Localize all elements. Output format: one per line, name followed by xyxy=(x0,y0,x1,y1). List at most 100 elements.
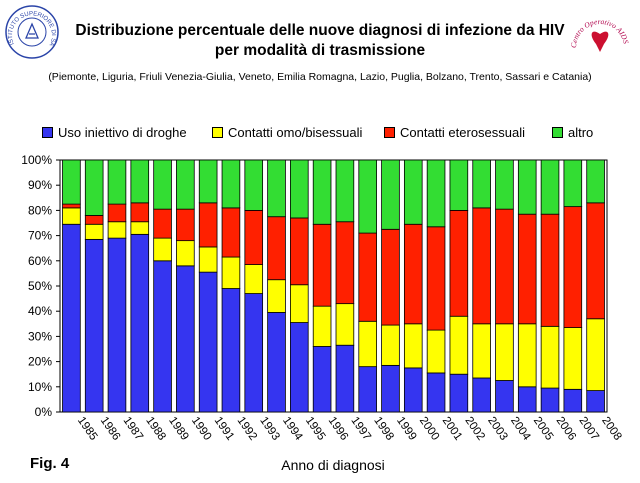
x-tick-label: 1995 xyxy=(303,415,328,443)
bar-segment xyxy=(244,293,264,413)
bar-segment xyxy=(84,223,104,240)
bar-segment xyxy=(84,238,104,413)
bar-segment xyxy=(449,315,469,375)
bar-segment xyxy=(107,237,127,413)
bar-segment xyxy=(107,159,127,205)
bar-segment xyxy=(358,366,377,413)
bar-segment xyxy=(176,240,195,267)
x-tick-label: 1991 xyxy=(212,415,237,443)
bar-segment xyxy=(472,323,491,379)
x-tick-label: 1996 xyxy=(326,415,351,443)
x-tick-label: 1994 xyxy=(280,415,305,443)
bar-segment xyxy=(267,279,286,313)
chart-legend: Uso iniettivo di droghe Contatti omo/bise… xyxy=(42,125,632,141)
bar-segment xyxy=(563,206,583,328)
bar-segment xyxy=(403,159,423,225)
bar-segment xyxy=(62,203,81,209)
bar-segment xyxy=(540,213,560,327)
legend-label: altro xyxy=(568,125,594,140)
bar-segment xyxy=(335,159,355,223)
bar-segment xyxy=(198,246,218,273)
bar-segment xyxy=(198,159,218,204)
bar-segment xyxy=(495,380,514,413)
y-tick-label: 100% xyxy=(21,153,52,167)
bar-segment xyxy=(358,232,377,322)
bar-segment xyxy=(540,387,560,413)
bar-segment xyxy=(312,159,332,225)
legend-item: altro xyxy=(552,125,593,140)
bar-segment xyxy=(176,265,195,413)
bar-segment xyxy=(540,325,560,389)
bar-segment xyxy=(358,159,377,234)
chart-title-line2: per modalità di trasmissione xyxy=(214,42,426,59)
bar-segment xyxy=(221,159,241,209)
bar-segment xyxy=(290,217,309,286)
bar-segment xyxy=(517,213,537,325)
bar-segment xyxy=(267,312,286,413)
x-tick-label: 1998 xyxy=(371,415,396,443)
figure-label: Fig. 4 xyxy=(30,455,70,472)
y-tick-label: 0% xyxy=(35,405,53,419)
bar-segment xyxy=(130,202,150,223)
bar-segment xyxy=(403,223,423,325)
y-tick-label: 80% xyxy=(28,203,52,217)
bar-segment xyxy=(153,237,172,262)
bar-segment xyxy=(472,159,491,209)
y-tick-label: 10% xyxy=(28,380,52,394)
bar-segment xyxy=(517,386,537,413)
bar-segment xyxy=(426,372,446,413)
bar-segment xyxy=(495,323,514,381)
bar-segment xyxy=(221,288,241,413)
coa-logo: Centro Operativo AIDS xyxy=(569,17,631,52)
bar-segment xyxy=(290,284,309,323)
bar-segment xyxy=(244,209,264,265)
bar-segment xyxy=(449,159,469,211)
legend-swatch xyxy=(552,127,563,138)
bar-segment xyxy=(107,221,127,239)
bar-segment xyxy=(130,221,150,235)
x-tick-label: 1985 xyxy=(75,415,100,443)
bar-segment xyxy=(381,159,400,230)
bar-segment xyxy=(153,260,172,413)
bar-segment xyxy=(267,159,286,218)
legend-swatch xyxy=(42,127,53,138)
bar-segment xyxy=(244,264,264,294)
bar-segment xyxy=(586,318,605,391)
x-tick-label: 1987 xyxy=(121,415,146,443)
chart-title-line1: Distribuzione percentuale delle nuove di… xyxy=(75,22,565,39)
legend-item: Contatti eterosessuali xyxy=(384,125,525,140)
bar-segment xyxy=(586,390,605,413)
bar-segment xyxy=(153,208,172,239)
bar-segment xyxy=(335,344,355,413)
x-tick-label: 1993 xyxy=(257,415,282,443)
y-tick-label: 50% xyxy=(28,279,52,293)
y-tick-label: 30% xyxy=(28,329,52,343)
bar-segment xyxy=(267,216,286,281)
bar-segment xyxy=(517,323,537,388)
bar-segment xyxy=(176,159,195,210)
bar-segment xyxy=(312,223,332,307)
x-tick-label: 1992 xyxy=(234,415,259,443)
bar-segment xyxy=(358,320,377,368)
x-tick-label: 1990 xyxy=(189,415,214,443)
bar-segment xyxy=(403,367,423,413)
bar-segment xyxy=(153,159,172,210)
iss-seal-logo: ISTITUTO SUPERIORE DI SANITÀ xyxy=(4,4,59,59)
x-tick-label: 1986 xyxy=(98,415,123,443)
x-tick-label: 2006 xyxy=(554,415,579,443)
legend-label: Uso iniettivo di droghe xyxy=(58,125,187,140)
legend-swatch xyxy=(212,127,223,138)
bar-segment xyxy=(84,159,104,216)
bar-segment xyxy=(472,377,491,413)
bar-segment xyxy=(244,159,264,211)
bar-segment xyxy=(335,303,355,346)
x-tick-label: 2008 xyxy=(599,415,624,443)
x-tick-label: 2000 xyxy=(417,415,442,443)
bar-segment xyxy=(426,159,446,228)
bar-segment xyxy=(449,373,469,413)
bar-segment xyxy=(107,203,127,223)
bar-segment xyxy=(381,228,400,326)
bar-segment xyxy=(563,388,583,413)
legend-item: Contatti omo/bisessuali xyxy=(212,125,362,140)
